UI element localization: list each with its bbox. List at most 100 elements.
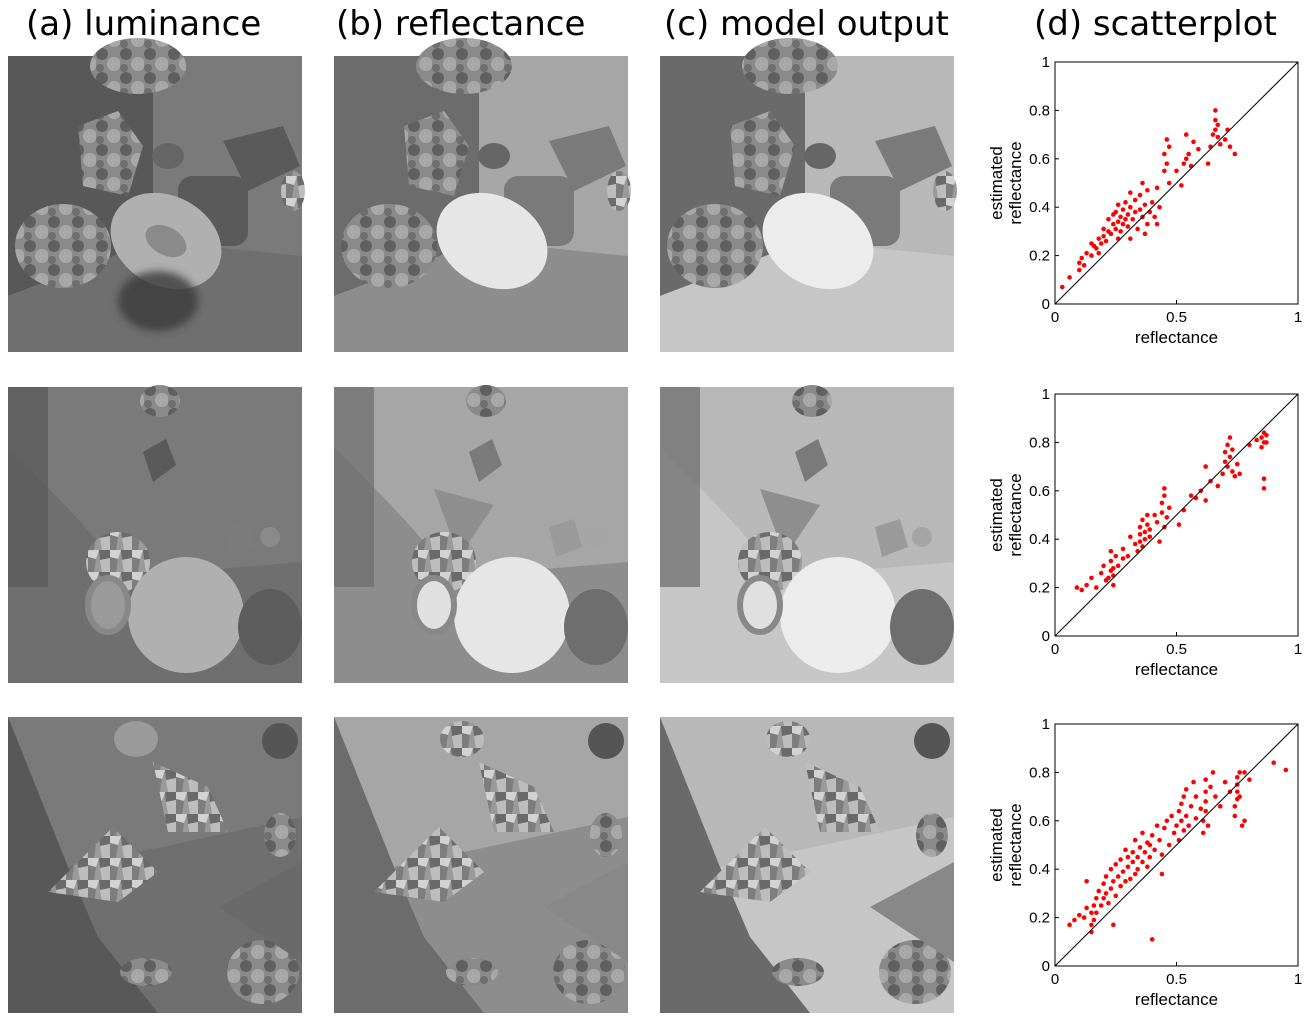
data-point	[1181, 828, 1187, 833]
donut-top	[742, 38, 838, 94]
data-point	[1215, 122, 1221, 128]
data-point	[1237, 770, 1242, 775]
big-donut	[436, 192, 548, 290]
data-point	[1283, 767, 1289, 773]
title-model-output: (c) model output	[664, 4, 949, 44]
data-point	[1084, 250, 1089, 256]
data-point	[1232, 151, 1238, 157]
data-point	[1094, 585, 1099, 590]
data-point	[1115, 563, 1121, 569]
mottled-cylinder	[667, 204, 763, 288]
mottled-cylinder	[227, 940, 299, 1004]
data-point	[1225, 464, 1230, 469]
x-tick-label: 1	[1294, 971, 1302, 988]
data-point	[1145, 512, 1150, 518]
data-point	[1242, 818, 1247, 824]
small-sphere	[586, 527, 606, 547]
data-point	[1103, 238, 1109, 244]
data-point	[1106, 900, 1111, 906]
polyhedron	[143, 439, 176, 482]
data-point	[1103, 874, 1109, 879]
data-point	[1140, 830, 1145, 836]
data-point	[1084, 879, 1089, 884]
data-point	[1130, 859, 1136, 865]
data-point	[1164, 161, 1170, 166]
data-point	[1200, 830, 1206, 836]
data-point	[1101, 895, 1106, 901]
identity-line	[1054, 61, 1299, 305]
data-point	[1077, 267, 1082, 273]
data-point	[1132, 837, 1138, 843]
data-point	[1079, 587, 1085, 593]
donut	[114, 721, 158, 757]
data-point	[1094, 910, 1099, 916]
data-point	[1213, 127, 1218, 133]
cone	[434, 489, 494, 557]
data-point	[1130, 217, 1136, 222]
data-point	[1120, 221, 1126, 227]
sphere	[914, 723, 950, 759]
data-point	[1234, 789, 1240, 795]
data-point	[1179, 818, 1184, 824]
data-point	[1098, 241, 1104, 246]
donut	[766, 721, 810, 757]
cylinder	[564, 589, 628, 665]
y-tick-label: 0.4	[1029, 199, 1050, 216]
data-point	[1157, 204, 1162, 210]
data-point	[1181, 161, 1187, 166]
data-point	[1128, 236, 1133, 241]
data-point	[1125, 224, 1131, 229]
data-point	[1106, 217, 1111, 222]
small-donut	[478, 143, 510, 169]
y-axis-label: estimatedreflectance	[987, 473, 1025, 556]
data-point	[1162, 825, 1167, 831]
point-group	[1074, 430, 1269, 593]
data-point	[1103, 891, 1109, 896]
donut-top	[792, 385, 832, 417]
data-point	[1135, 226, 1140, 232]
data-point	[1210, 770, 1216, 775]
mottled-donut	[590, 813, 622, 857]
y-axis-label-line2: reflectance	[1006, 473, 1025, 556]
data-point	[1213, 794, 1218, 799]
donut-top	[140, 385, 180, 417]
x-axis-label: reflectance	[1135, 328, 1218, 347]
data-point	[1176, 522, 1182, 527]
data-point	[1106, 575, 1111, 581]
scatterplot-panels: 0 0.5 100.20.40.60.81reflectanceestimatedr…	[987, 54, 1302, 1009]
panel-row2-col3	[660, 385, 954, 683]
panel-row3-col3	[660, 717, 954, 1013]
data-point	[1089, 241, 1094, 246]
panel-row3-col2	[334, 717, 628, 1013]
data-point	[1232, 803, 1238, 809]
data-point	[1191, 779, 1196, 785]
sphere	[262, 723, 298, 759]
data-point	[1162, 493, 1167, 498]
left-wall	[334, 717, 484, 1013]
data-point	[1203, 799, 1208, 804]
data-point	[1135, 866, 1140, 872]
scatterplot-1: 0 0.5 100.20.40.60.81reflectanceestimatedr…	[987, 54, 1302, 347]
data-point	[1140, 517, 1145, 523]
left-wall	[660, 717, 810, 1013]
data-point	[1271, 760, 1276, 766]
cone	[870, 862, 954, 962]
data-point	[1225, 127, 1230, 133]
data-point	[1081, 262, 1087, 268]
data-point	[1193, 816, 1199, 821]
data-point	[1215, 483, 1221, 489]
donut	[440, 721, 484, 757]
data-point	[1176, 808, 1182, 814]
data-point	[1137, 207, 1143, 212]
data-point	[1174, 823, 1179, 828]
data-point	[1264, 440, 1269, 445]
data-point	[1115, 236, 1121, 241]
data-point	[1142, 536, 1148, 542]
y-tick-label: 0.8	[1029, 764, 1050, 781]
cube	[223, 126, 300, 191]
polyhedron	[795, 439, 828, 482]
sphere	[588, 723, 624, 759]
data-point	[1193, 794, 1199, 799]
data-point	[1101, 563, 1106, 569]
cube	[875, 126, 952, 191]
